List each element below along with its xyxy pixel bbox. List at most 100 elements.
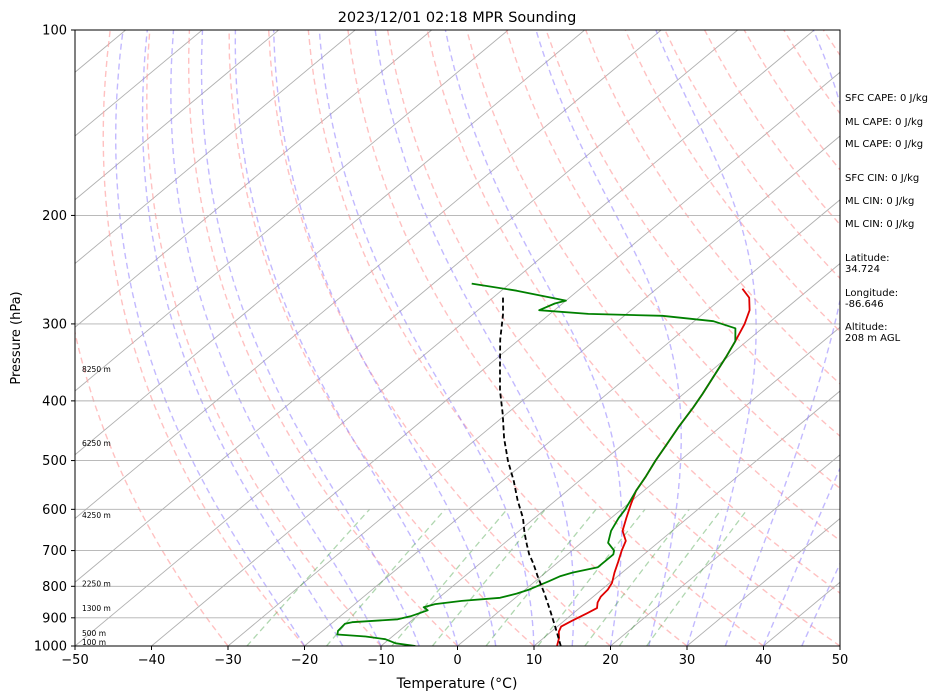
x-tick-label: 0 — [453, 653, 461, 668]
moist-adiabat-line — [318, 30, 535, 646]
x-tick-label: 40 — [755, 653, 772, 668]
height-label: 1300 m — [82, 604, 111, 613]
dry-adiabat-line — [228, 30, 535, 646]
moist-adiabat-line — [655, 30, 757, 646]
height-label: 6250 m — [82, 439, 111, 448]
y-tick-label: 900 — [42, 611, 67, 626]
y-tick-label: 400 — [42, 394, 67, 409]
plot-frame — [74, 29, 841, 647]
y-tick-label: 1000 — [34, 640, 67, 655]
sfc-cape-label: SFC CAPE: 0 J/kg — [845, 93, 928, 104]
y-tick-label: 700 — [42, 544, 67, 559]
sfc-cin-label: SFC CIN: 0 J/kg — [845, 173, 920, 184]
y-tick-label: 200 — [42, 209, 67, 224]
moist-adiabat-line — [444, 30, 623, 646]
dry-adiabat-line — [347, 30, 764, 646]
moist-adiabat-line — [234, 30, 459, 646]
ml-cin-label: ML CIN: 0 J/kg — [845, 196, 915, 207]
isotherm-line — [75, 30, 279, 201]
isotherm-line — [533, 390, 840, 646]
y-tick-label: 500 — [42, 454, 67, 469]
mixing-ratio-line — [246, 508, 371, 646]
series-lines — [336, 282, 751, 646]
dry-adiabat-line — [466, 30, 840, 542]
isotherm-line — [75, 30, 815, 646]
dry-adiabat-line — [146, 30, 382, 646]
isotherm-line — [75, 30, 738, 583]
moist-adiabat-line — [535, 30, 682, 646]
series-line-1 — [336, 282, 737, 646]
height-label: 4250 m — [82, 511, 111, 520]
y-tick-label: 100 — [42, 24, 67, 39]
height-label: 8250 m — [82, 365, 111, 374]
moist-adiabat-line — [170, 30, 382, 646]
ml-cape-label: ML CAPE: 0 J/kg — [845, 117, 924, 128]
isotherm-line — [227, 135, 840, 646]
moist-adiabat-line — [200, 30, 420, 646]
dry-adiabat-line — [75, 329, 229, 646]
mixing-ratio-line — [431, 508, 546, 646]
dry-adiabat-line — [505, 30, 840, 490]
dry-adiabat-line — [187, 30, 458, 646]
y-tick-label: 600 — [42, 503, 67, 518]
dry-adiabat-line — [386, 30, 840, 646]
isotherm-line — [75, 30, 203, 137]
x-tick-label: −30 — [214, 653, 241, 668]
x-tick-label: −10 — [367, 653, 394, 668]
background-lines — [75, 30, 947, 646]
height-label: 500 m — [82, 629, 106, 638]
moist-adiabat-line — [114, 30, 306, 646]
isotherm-line — [686, 517, 840, 646]
x-tick-label: −50 — [61, 653, 88, 668]
pressure-grid — [75, 30, 840, 646]
mixing-ratio-line — [537, 508, 646, 646]
x-tick-label: 50 — [832, 653, 849, 668]
y-tick-label: 300 — [42, 317, 67, 332]
isotherm-line — [151, 71, 840, 646]
y-axis: 100 200 300 400 500 600 700 800 900 1000 — [34, 24, 75, 655]
height-label: 2250 m — [82, 580, 111, 589]
altitude-label: Altitude: 208 m AGL — [845, 322, 901, 344]
mixing-ratio-line — [646, 508, 748, 646]
longitude-label: Longitude: -86.646 — [845, 288, 899, 310]
isotherm-line — [75, 30, 356, 265]
moist-adiabat-line — [141, 30, 344, 646]
x-tick-label: −20 — [291, 653, 318, 668]
series-line-2 — [499, 295, 562, 646]
moist-adiabat-line — [374, 30, 575, 646]
ml-cape-label-2: ML CAPE: 0 J/kg — [845, 139, 924, 150]
y-axis-label: Pressure (hPa) — [9, 291, 24, 384]
mixing-ratio-line — [618, 508, 723, 646]
series-line-0 — [556, 288, 751, 646]
x-tick-label: −40 — [138, 653, 165, 668]
x-axis: −50 −40 −30 −20 −10 0 10 20 30 40 50 — [61, 646, 848, 668]
latitude-label: Latitude: 34.724 — [845, 253, 890, 275]
dry-adiabat-line — [307, 30, 688, 646]
x-tick-label: 30 — [679, 653, 696, 668]
dry-adiabat-line — [268, 30, 611, 646]
isotherm-line — [610, 454, 840, 646]
mixing-ratio-line — [485, 508, 597, 646]
dry-adiabat-line — [426, 30, 840, 594]
x-tick-label: 10 — [526, 653, 543, 668]
dry-adiabat-line — [102, 30, 306, 646]
x-tick-label: 20 — [602, 653, 619, 668]
chart-title: 2023/12/01 02:18 MPR Sounding — [338, 10, 577, 26]
isotherm-line — [457, 326, 840, 646]
mixing-ratio-line — [391, 508, 508, 646]
height-label: 100 m — [82, 638, 106, 647]
moist-adiabat-line — [724, 30, 840, 646]
y-tick-label: 800 — [42, 580, 67, 595]
isotherm-line — [380, 262, 840, 646]
isotherm-line — [75, 30, 509, 392]
isotherm-line — [75, 30, 432, 328]
dry-adiabat-line — [942, 30, 947, 646]
isotherm-line — [75, 30, 585, 456]
x-axis-label: Temperature (°C) — [396, 676, 518, 692]
ml-cin-label-2: ML CIN: 0 J/kg — [845, 219, 915, 230]
moist-adiabat-line — [762, 466, 840, 646]
isotherm-line — [75, 30, 662, 520]
isotherm-line — [304, 199, 840, 646]
